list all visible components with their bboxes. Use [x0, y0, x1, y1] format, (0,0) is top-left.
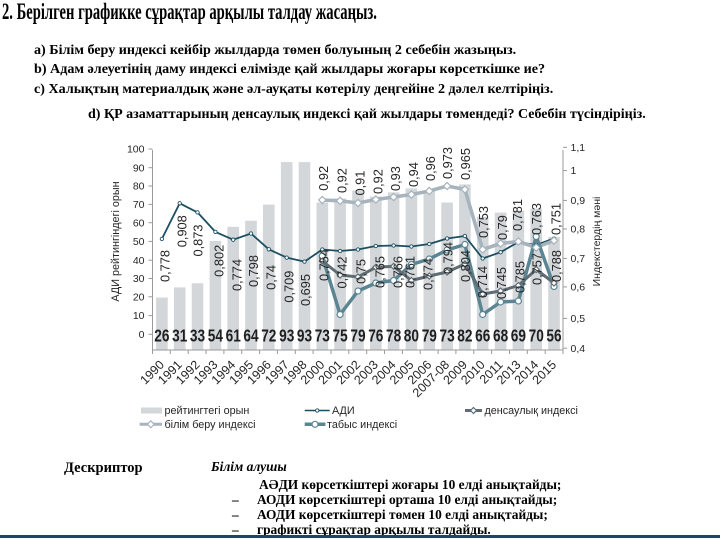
svg-text:0,798: 0,798	[246, 255, 261, 287]
svg-text:90: 90	[133, 162, 145, 174]
svg-text:40: 40	[133, 255, 145, 267]
svg-text:66: 66	[475, 326, 490, 346]
svg-text:30: 30	[133, 273, 145, 285]
svg-text:82: 82	[457, 326, 472, 346]
svg-text:0,745: 0,745	[494, 267, 509, 299]
svg-text:79: 79	[422, 326, 437, 346]
svg-text:0,92: 0,92	[370, 169, 385, 194]
svg-text:79: 79	[350, 326, 365, 346]
svg-text:70: 70	[529, 326, 544, 346]
svg-text:0,757: 0,757	[530, 253, 545, 285]
svg-text:76: 76	[368, 326, 383, 346]
svg-text:26: 26	[154, 326, 169, 346]
svg-text:0,709: 0,709	[282, 271, 297, 303]
svg-text:20: 20	[133, 291, 145, 303]
svg-text:73: 73	[315, 326, 330, 346]
svg-text:54: 54	[208, 326, 223, 346]
svg-text:0,802: 0,802	[211, 245, 226, 277]
svg-text:0: 0	[139, 329, 145, 341]
svg-text:0,79: 0,79	[495, 215, 510, 240]
svg-text:АДИ: АДИ	[332, 405, 355, 417]
svg-text:0,94: 0,94	[406, 162, 421, 187]
svg-text:80: 80	[133, 181, 145, 193]
svg-text:0,965: 0,965	[458, 148, 473, 180]
svg-text:70: 70	[133, 199, 145, 211]
svg-text:0,91: 0,91	[353, 171, 368, 196]
svg-text:0,973: 0,973	[440, 147, 455, 179]
svg-text:0,804: 0,804	[458, 250, 473, 282]
svg-text:69: 69	[511, 326, 526, 346]
svg-text:0,774: 0,774	[229, 259, 244, 291]
svg-text:0,873: 0,873	[191, 225, 206, 257]
svg-text:72: 72	[261, 326, 276, 346]
svg-text:0,763: 0,763	[529, 203, 544, 235]
svg-text:78: 78	[386, 326, 401, 346]
svg-text:0,74: 0,74	[264, 265, 279, 290]
svg-text:0,7: 0,7	[571, 253, 586, 265]
svg-text:1: 1	[571, 165, 577, 177]
svg-text:0,742: 0,742	[334, 257, 349, 289]
svg-text:0,766: 0,766	[390, 256, 405, 288]
svg-text:0,75: 0,75	[354, 259, 369, 284]
svg-text:0,785: 0,785	[512, 261, 527, 293]
svg-text:0,92: 0,92	[316, 166, 331, 191]
svg-text:60: 60	[133, 217, 145, 229]
svg-text:0,774: 0,774	[421, 258, 436, 290]
svg-text:0,6: 0,6	[571, 282, 586, 294]
svg-text:денсаулық индексі: денсаулық индексі	[485, 405, 578, 417]
svg-text:0,5: 0,5	[571, 313, 586, 325]
svg-text:0,781: 0,781	[510, 199, 525, 231]
svg-text:АДИ рейтингіндегі орын: АДИ рейтингіндегі орын	[110, 181, 122, 301]
svg-text:1,1: 1,1	[571, 142, 586, 154]
svg-text:0,92: 0,92	[334, 168, 349, 193]
svg-text:0,695: 0,695	[298, 274, 313, 306]
svg-text:0,753: 0,753	[476, 206, 491, 238]
svg-text:100: 100	[127, 144, 145, 156]
svg-text:0,754: 0,754	[317, 249, 332, 281]
svg-text:33: 33	[190, 326, 205, 346]
svg-text:0,765: 0,765	[372, 256, 387, 288]
svg-text:64: 64	[243, 326, 258, 346]
svg-text:75: 75	[333, 326, 348, 346]
svg-text:31: 31	[172, 326, 187, 346]
svg-text:0,9: 0,9	[571, 195, 586, 207]
svg-text:0,4: 0,4	[571, 343, 586, 355]
svg-text:50: 50	[133, 236, 145, 248]
svg-text:Индекстердің мәні: Индекстердің мәні	[591, 197, 603, 287]
svg-text:0,93: 0,93	[388, 166, 403, 191]
svg-text:10: 10	[133, 310, 145, 322]
svg-text:0,96: 0,96	[423, 156, 438, 181]
svg-text:0,8: 0,8	[571, 224, 586, 236]
svg-text:0,794: 0,794	[440, 242, 455, 274]
svg-text:61: 61	[226, 326, 241, 346]
svg-text:0,778: 0,778	[157, 250, 172, 282]
svg-text:білім беру индексі: білім беру индексі	[165, 419, 256, 431]
svg-text:0,788: 0,788	[549, 250, 564, 282]
svg-text:80: 80	[404, 326, 419, 346]
svg-text:68: 68	[493, 326, 508, 346]
svg-text:табыс индексі: табыс индексі	[327, 419, 397, 431]
svg-text:93: 93	[297, 326, 312, 346]
svg-text:93: 93	[279, 326, 294, 346]
svg-text:73: 73	[440, 326, 455, 346]
svg-text:рейтингтегі орын: рейтингтегі орын	[165, 405, 250, 417]
svg-text:0,761: 0,761	[402, 256, 417, 288]
svg-text:56: 56	[546, 326, 561, 346]
svg-text:0,714: 0,714	[475, 266, 490, 298]
svg-text:0,751: 0,751	[548, 203, 563, 235]
svg-text:0,908: 0,908	[174, 215, 189, 247]
